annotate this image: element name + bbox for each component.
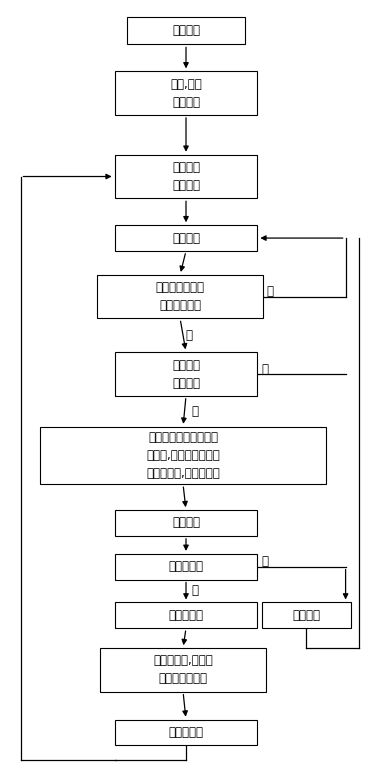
Text: 出光打标: 出光打标 xyxy=(172,517,200,530)
FancyBboxPatch shape xyxy=(115,720,257,745)
FancyBboxPatch shape xyxy=(115,510,257,536)
Text: 安全门解锁,水平滑
台移动出打标区: 安全门解锁,水平滑 台移动出打标区 xyxy=(153,654,213,685)
FancyBboxPatch shape xyxy=(115,602,257,628)
Text: 否: 否 xyxy=(267,285,274,298)
Text: 否: 否 xyxy=(191,404,198,418)
Text: 取走转子轴: 取走转子轴 xyxy=(169,726,204,739)
FancyBboxPatch shape xyxy=(97,275,263,318)
Text: 判断内容
是否重复: 判断内容 是否重复 xyxy=(172,358,200,390)
FancyBboxPatch shape xyxy=(127,17,245,45)
FancyBboxPatch shape xyxy=(262,602,351,628)
FancyBboxPatch shape xyxy=(115,352,257,396)
FancyBboxPatch shape xyxy=(115,554,257,580)
Text: 报警提示: 报警提示 xyxy=(292,609,320,622)
Text: 登陆系统: 登陆系统 xyxy=(172,24,200,37)
Text: 扫码,打开
模板文件: 扫码,打开 模板文件 xyxy=(170,78,202,108)
Text: 水平滑台将工件移动到
打标区,电动升降台移动
到合适高度,安全门加锁: 水平滑台将工件移动到 打标区,电动升降台移动 到合适高度,安全门加锁 xyxy=(146,431,220,480)
Text: 是: 是 xyxy=(185,329,192,342)
FancyBboxPatch shape xyxy=(115,72,257,115)
Text: 扫码二维码: 扫码二维码 xyxy=(169,560,204,573)
Text: 是: 是 xyxy=(261,363,268,375)
Text: 否: 否 xyxy=(261,555,268,568)
Text: 判断模板文件和
工装是否匹配: 判断模板文件和 工装是否匹配 xyxy=(156,281,205,312)
Text: 将转子轴
放入工装: 将转子轴 放入工装 xyxy=(172,161,200,192)
Text: 按键启动: 按键启动 xyxy=(172,231,200,245)
FancyBboxPatch shape xyxy=(40,427,326,484)
FancyBboxPatch shape xyxy=(115,155,257,198)
FancyBboxPatch shape xyxy=(115,225,257,251)
Text: 保存数据库: 保存数据库 xyxy=(169,609,204,622)
Text: 是: 是 xyxy=(191,584,198,598)
FancyBboxPatch shape xyxy=(100,648,266,692)
